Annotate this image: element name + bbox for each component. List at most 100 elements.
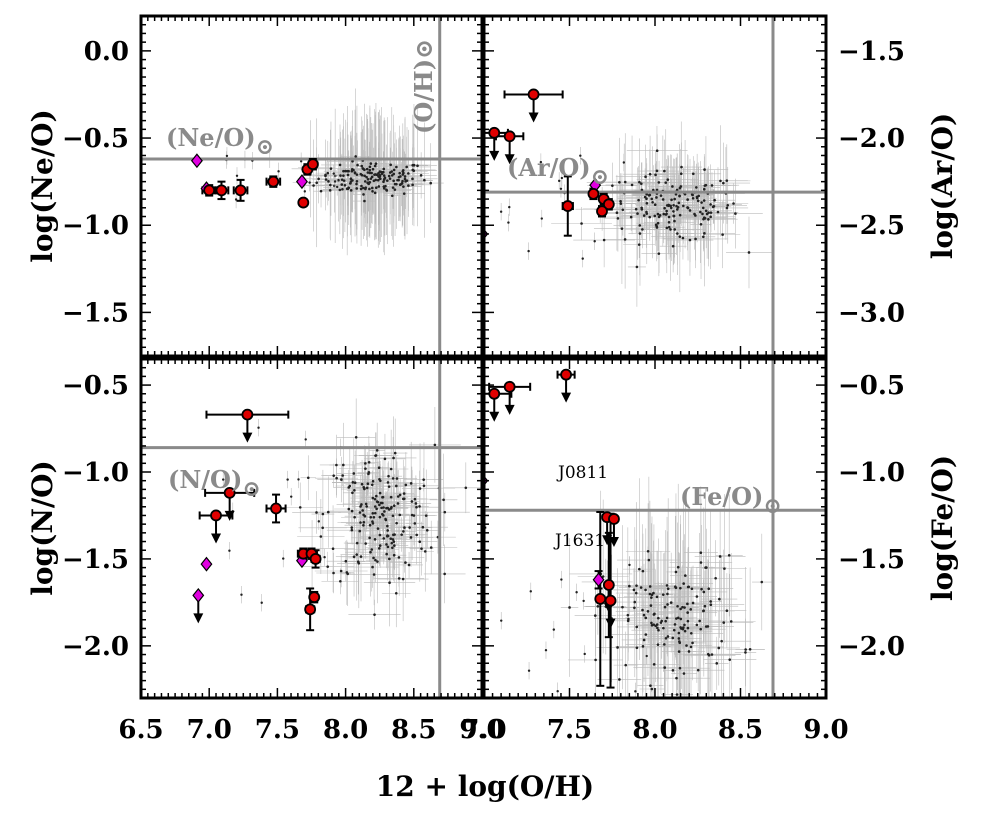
plot-area-ar	[484, 16, 826, 356]
sample-point	[686, 611, 689, 614]
sample-point	[386, 481, 390, 484]
sample-point	[373, 511, 377, 515]
sample-point	[650, 596, 653, 599]
upper-limit-arrow	[211, 533, 222, 544]
sample-point	[393, 451, 397, 455]
sample-point	[375, 449, 379, 452]
sample-point	[386, 545, 390, 549]
sample-point	[391, 186, 395, 189]
sample-point	[364, 502, 368, 506]
sample-point	[691, 601, 695, 605]
sample-point	[411, 183, 414, 187]
sample-point	[695, 623, 699, 627]
sample-point	[363, 514, 367, 518]
sample-point	[664, 636, 668, 640]
sample-point	[686, 626, 690, 630]
sample-point	[621, 208, 625, 212]
sample-point	[653, 214, 657, 218]
sample-point	[622, 161, 626, 164]
sample-point	[352, 472, 356, 475]
sample-point	[678, 666, 682, 670]
sample-point	[626, 619, 630, 623]
sample-point	[655, 595, 659, 599]
sample-point	[402, 185, 405, 188]
sample-point	[701, 206, 705, 210]
sample-point	[382, 180, 385, 184]
sample-point	[429, 181, 433, 185]
sample-point	[380, 506, 383, 510]
sample-point	[353, 171, 357, 175]
red-circle-point	[210, 509, 222, 522]
sample-point	[363, 180, 367, 183]
sample-point	[580, 222, 583, 225]
sample-point	[686, 619, 690, 623]
sample-point	[686, 602, 689, 606]
sample-point	[682, 204, 685, 208]
sample-point	[260, 601, 263, 604]
sample-point	[760, 580, 764, 584]
sample-point	[425, 528, 429, 532]
sample-point	[666, 603, 669, 606]
sample-point	[650, 621, 653, 625]
plot-area-fe	[465, 359, 826, 698]
sample-point	[422, 478, 425, 481]
sample-point	[568, 606, 571, 609]
sample-point	[321, 512, 325, 516]
sample-point	[326, 565, 330, 568]
sample-point	[393, 188, 397, 191]
x-tick-label: 8.0	[632, 715, 677, 745]
sample-point	[655, 623, 659, 626]
sample-point	[379, 501, 383, 505]
sample-point	[642, 613, 646, 617]
sample-point	[667, 215, 671, 219]
sample-point	[675, 204, 678, 208]
sample-point	[385, 179, 389, 182]
xlabel: 12 + log(O/H)	[376, 770, 594, 803]
red-circle-point	[203, 184, 216, 197]
sample-point	[641, 569, 645, 573]
sample-point	[391, 514, 395, 518]
sample-point	[387, 174, 391, 178]
sample-point	[663, 169, 666, 173]
magenta-diamond-point	[465, 507, 475, 520]
sample-point	[677, 201, 681, 205]
sample-point	[702, 235, 705, 239]
sample-point	[663, 206, 666, 210]
sample-point	[371, 190, 374, 193]
sample-point	[678, 640, 681, 643]
sample-point	[286, 478, 289, 481]
upper-limit-arrow	[489, 150, 500, 161]
sample-point	[351, 491, 354, 495]
magenta-diamond-point	[192, 587, 205, 603]
sample-point	[663, 605, 667, 609]
sample-point	[378, 515, 382, 519]
upper-limit-arrow	[528, 112, 539, 123]
solar-symbol-ar: ⊙	[591, 164, 609, 190]
sample-point	[335, 185, 339, 189]
x-tick-label: 7.5	[255, 715, 300, 745]
sample-point	[704, 209, 708, 213]
sample-point	[225, 154, 229, 158]
sample-point	[637, 198, 640, 202]
sample-point	[378, 503, 381, 507]
sample-point	[725, 609, 729, 613]
sample-point	[656, 643, 660, 646]
sample-point	[648, 592, 652, 596]
sample-point	[350, 509, 354, 513]
sample-point	[695, 595, 699, 598]
sample-point	[728, 658, 732, 661]
sample-point	[409, 482, 413, 485]
sample-point	[672, 210, 675, 213]
sample-point	[667, 225, 671, 229]
sample-point	[691, 641, 694, 645]
sample-point	[385, 543, 388, 546]
sample-point	[508, 205, 511, 209]
sample-point	[722, 181, 725, 185]
markers-n	[192, 408, 322, 616]
sample-point	[389, 495, 393, 499]
sample-point	[370, 186, 374, 190]
sample-point	[391, 546, 394, 550]
sample-point	[290, 495, 293, 498]
ticks-ne	[140, 15, 483, 357]
sample-point	[353, 515, 356, 519]
